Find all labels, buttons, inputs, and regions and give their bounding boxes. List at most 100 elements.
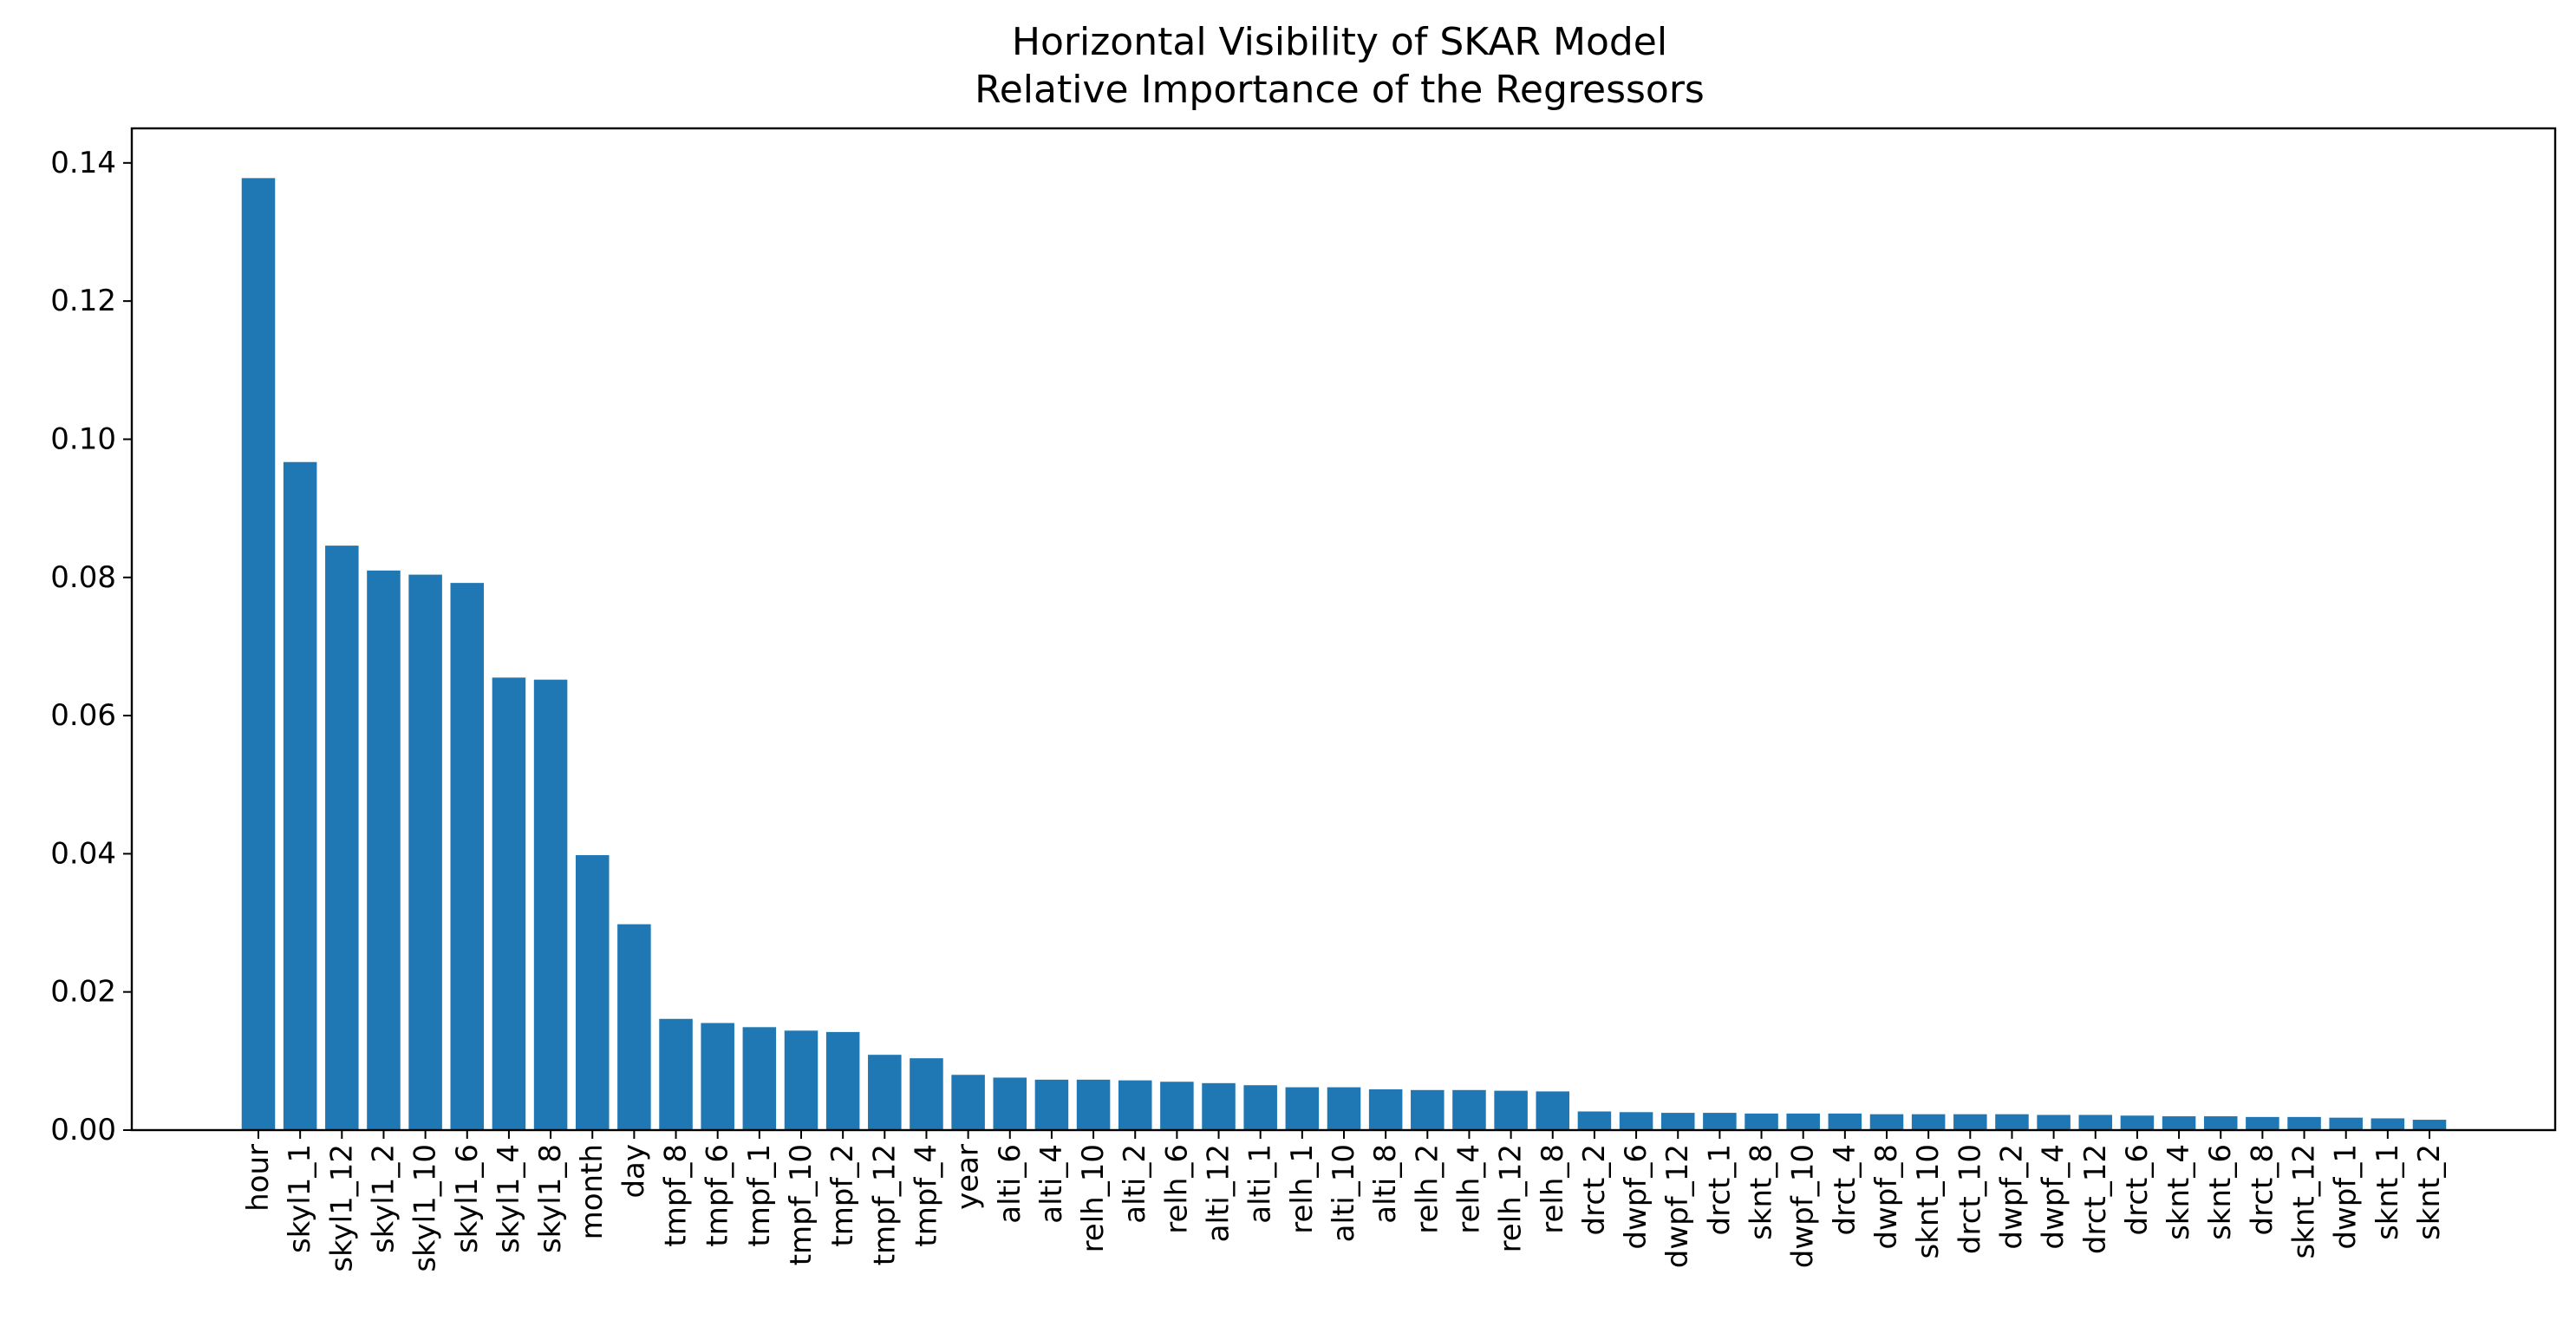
bar-drct_6 bbox=[2120, 1115, 2155, 1130]
x-tick-label: skyl1_4 bbox=[492, 1144, 526, 1253]
x-tick-label: sknt_1 bbox=[2371, 1144, 2405, 1240]
x-tick-label: sknt_8 bbox=[1745, 1144, 1779, 1240]
x-tick-label: tmpf_4 bbox=[909, 1144, 943, 1247]
x-tick-label: day bbox=[616, 1144, 651, 1199]
bar-relh_2 bbox=[1411, 1089, 1445, 1130]
x-tick-label: relh_12 bbox=[1494, 1144, 1529, 1252]
y-tick-label: 0.10 bbox=[50, 422, 116, 456]
x-tick-label: hour bbox=[241, 1144, 276, 1212]
x-tick-label: year bbox=[951, 1144, 986, 1210]
x-tick-label: tmpf_2 bbox=[825, 1144, 860, 1247]
x-tick-label: alti_2 bbox=[1118, 1144, 1152, 1224]
bar-relh_8 bbox=[1536, 1091, 1570, 1130]
bar-dwpf_4 bbox=[2037, 1114, 2071, 1130]
bar-alti_4 bbox=[1034, 1079, 1069, 1130]
bar-alti_10 bbox=[1327, 1087, 1361, 1130]
x-tick-label: alti_10 bbox=[1327, 1144, 1361, 1242]
bar-alti_8 bbox=[1368, 1089, 1403, 1130]
bar-relh_6 bbox=[1160, 1082, 1194, 1130]
bar-skyl1_10 bbox=[408, 574, 442, 1130]
x-tick-label: drct_12 bbox=[2078, 1144, 2113, 1254]
bar-tmpf_10 bbox=[784, 1030, 818, 1130]
x-tick-label: skyl1_8 bbox=[533, 1144, 568, 1253]
bar-alti_6 bbox=[993, 1077, 1027, 1130]
bar-tmpf_2 bbox=[825, 1031, 860, 1130]
x-tick-label: sknt_6 bbox=[2203, 1144, 2238, 1240]
x-tick-label: alti_1 bbox=[1243, 1144, 1278, 1224]
x-tick-label: drct_4 bbox=[1828, 1144, 1862, 1235]
x-tick-label: dwpf_2 bbox=[1994, 1144, 2029, 1250]
y-tick-label: 0.02 bbox=[50, 975, 116, 1010]
x-tick-label: dwpf_1 bbox=[2329, 1144, 2364, 1250]
x-tick-label: drct_10 bbox=[1953, 1144, 1987, 1254]
x-tick-label: tmpf_6 bbox=[701, 1144, 735, 1247]
bars-layer bbox=[241, 178, 2447, 1131]
x-tick-label: drct_2 bbox=[1577, 1144, 1612, 1235]
bar-skyl1_6 bbox=[450, 583, 485, 1130]
bar-day bbox=[617, 924, 651, 1130]
x-tick-label: skyl1_12 bbox=[324, 1144, 359, 1272]
x-tick-label: drct_1 bbox=[1702, 1144, 1737, 1235]
x-tick-label: sknt_2 bbox=[2412, 1144, 2447, 1240]
bar-skyl1_12 bbox=[325, 546, 359, 1130]
bar-sknt_1 bbox=[2371, 1118, 2405, 1130]
x-tick-label: sknt_4 bbox=[2162, 1144, 2196, 1240]
bar-dwpf_2 bbox=[1995, 1114, 2029, 1130]
bar-drct_4 bbox=[1828, 1113, 1862, 1130]
bar-sknt_10 bbox=[1911, 1114, 1946, 1130]
bar-year bbox=[951, 1075, 985, 1130]
bar-alti_1 bbox=[1243, 1085, 1277, 1130]
x-tick-label: tmpf_10 bbox=[784, 1144, 818, 1265]
y-tick-label: 0.14 bbox=[50, 146, 116, 180]
plot-frame bbox=[130, 127, 2557, 1132]
bar-relh_10 bbox=[1076, 1079, 1111, 1130]
x-tick-label: alti_8 bbox=[1368, 1144, 1403, 1224]
y-tick-label: 0.12 bbox=[50, 284, 116, 318]
x-tick-label: relh_4 bbox=[1451, 1144, 1486, 1234]
x-tick-label: drct_6 bbox=[2120, 1144, 2155, 1235]
bar-drct_12 bbox=[2078, 1114, 2113, 1130]
bar-skyl1_2 bbox=[367, 570, 401, 1130]
x-tick-label: dwpf_10 bbox=[1786, 1144, 1821, 1268]
bar-alti_2 bbox=[1118, 1080, 1152, 1130]
y-tick-label: 0.08 bbox=[50, 560, 116, 595]
bar-sknt_8 bbox=[1745, 1113, 1778, 1130]
bar-sknt_12 bbox=[2287, 1116, 2321, 1130]
x-tick-label: tmpf_1 bbox=[742, 1144, 777, 1247]
x-tick-label: dwpf_4 bbox=[2037, 1144, 2071, 1250]
x-tick-label: relh_8 bbox=[1536, 1144, 1570, 1234]
bar-sknt_6 bbox=[2203, 1116, 2238, 1130]
bar-skyl1_1 bbox=[283, 461, 317, 1130]
bar-tmpf_4 bbox=[910, 1058, 943, 1130]
bar-skyl1_4 bbox=[492, 677, 526, 1130]
x-tick-label: tmpf_12 bbox=[867, 1144, 902, 1265]
bar-dwpf_10 bbox=[1786, 1113, 1820, 1130]
x-tick-label: dwpf_8 bbox=[1869, 1144, 1904, 1250]
bar-skyl1_8 bbox=[533, 679, 568, 1130]
bar-drct_1 bbox=[1703, 1113, 1737, 1130]
y-axis: 0.00 0.02 0.04 0.06 0.08 0.10 0.12 0.14 bbox=[50, 146, 132, 1147]
x-tick-label: dwpf_12 bbox=[1660, 1144, 1695, 1268]
x-tick-label: relh_10 bbox=[1076, 1144, 1111, 1252]
bar-tmpf_12 bbox=[868, 1055, 902, 1130]
y-tick-label: 0.06 bbox=[50, 698, 116, 733]
x-tick-label: sknt_12 bbox=[2287, 1144, 2322, 1259]
bar-sknt_4 bbox=[2162, 1116, 2196, 1130]
bar-dwpf_6 bbox=[1619, 1112, 1653, 1130]
bar-drct_10 bbox=[1953, 1114, 1987, 1130]
bar-dwpf_12 bbox=[1660, 1113, 1695, 1130]
x-tick-label: skyl1_2 bbox=[366, 1144, 401, 1253]
bar-dwpf_8 bbox=[1869, 1114, 1904, 1130]
x-tick-label: sknt_10 bbox=[1911, 1144, 1946, 1259]
x-axis: hour skyl1_1 skyl1_12 skyl1_2 skyl1_10 skyl1_… bbox=[241, 1130, 2447, 1272]
chart-title: Horizontal Visibility of SKAR Model bbox=[1012, 20, 1667, 64]
x-tick-label: alti_12 bbox=[1202, 1144, 1236, 1242]
x-tick-label: relh_1 bbox=[1285, 1144, 1320, 1234]
x-tick-label: relh_6 bbox=[1159, 1144, 1194, 1234]
bar-relh_4 bbox=[1452, 1089, 1486, 1130]
x-tick-label: dwpf_6 bbox=[1619, 1144, 1653, 1250]
chart-subtitle: Relative Importance of the Regressors bbox=[975, 68, 1705, 112]
x-tick-label: month bbox=[575, 1144, 610, 1239]
